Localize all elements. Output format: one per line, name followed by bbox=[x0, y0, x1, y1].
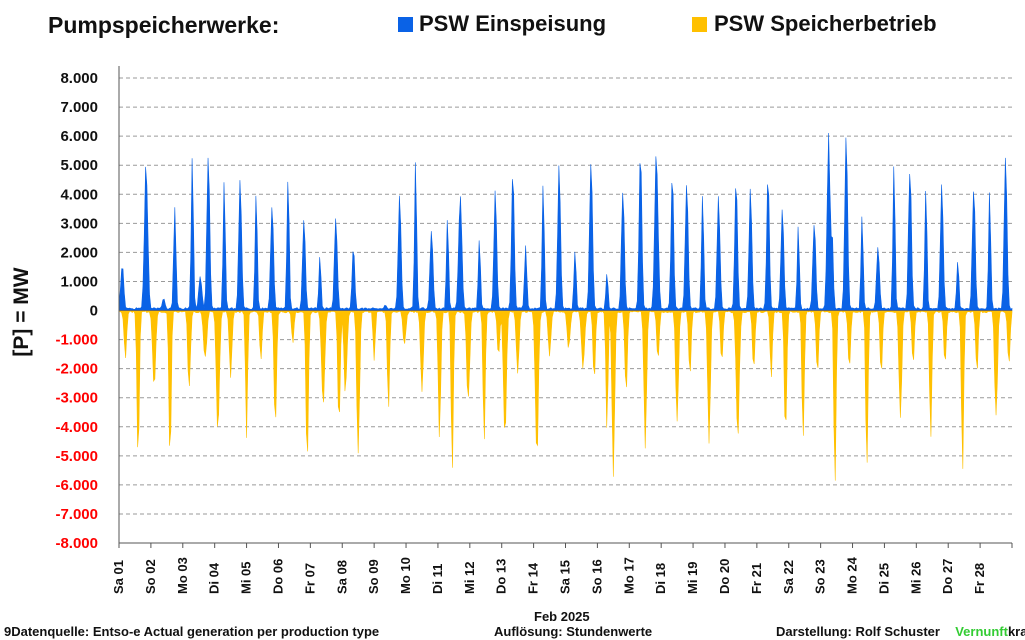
y-tick-label: 1.000 bbox=[60, 273, 98, 290]
x-tick-label: Sa 22 bbox=[781, 560, 796, 594]
x-tick-label: Mi 12 bbox=[462, 561, 477, 594]
x-tick-label: Mi 26 bbox=[908, 561, 923, 594]
legend-label-einspeisung: PSW Einspeisung bbox=[419, 11, 607, 36]
x-tick-label: Do 20 bbox=[717, 559, 732, 594]
x-axis-label: Feb 2025 bbox=[534, 609, 590, 624]
x-tick-label: So 02 bbox=[143, 559, 158, 594]
y-tick-label: 7.000 bbox=[60, 99, 98, 116]
x-tick-label: Mi 05 bbox=[239, 561, 254, 594]
y-tick-label: -3.000 bbox=[55, 390, 98, 407]
x-tick-label: Di 04 bbox=[207, 562, 222, 594]
area-einspeisung bbox=[118, 132, 1013, 311]
brand-logo-green: Vernunft bbox=[955, 624, 1008, 639]
y-axis-label: [P] = MW bbox=[10, 267, 33, 357]
x-tick-label: Fr 21 bbox=[749, 563, 764, 594]
chart-title: Pumpspeicherwerke: bbox=[48, 12, 280, 38]
y-tick-label: -2.000 bbox=[55, 361, 98, 378]
area-speicherbetrieb bbox=[118, 310, 1013, 481]
y-tick-label: 5.000 bbox=[60, 157, 98, 174]
legend-label-speicherbetrieb: PSW Speicherbetrieb bbox=[714, 11, 937, 36]
x-tick-label: Mo 10 bbox=[398, 557, 413, 594]
y-tick-label: -6.000 bbox=[55, 477, 98, 494]
x-tick-label: Do 06 bbox=[270, 559, 285, 594]
x-tick-label: Fr 14 bbox=[526, 562, 541, 594]
y-tick-label: -8.000 bbox=[55, 535, 98, 552]
x-tick-label: Do 13 bbox=[494, 559, 509, 594]
author-note: Darstellung: Rolf Schuster Vernunftkraft bbox=[776, 624, 1025, 639]
x-tick-label: Sa 08 bbox=[334, 560, 349, 594]
x-tick-label: Di 11 bbox=[430, 564, 445, 594]
y-tick-label: -1.000 bbox=[55, 332, 98, 349]
y-tick-label: -5.000 bbox=[55, 448, 98, 465]
legend-swatch-speicherbetrieb bbox=[692, 17, 707, 32]
y-tick-label: 3.000 bbox=[60, 215, 98, 232]
y-tick-label: -7.000 bbox=[55, 506, 98, 523]
author-label: Darstellung: Rolf Schuster bbox=[776, 624, 940, 639]
x-tick-label: Di 18 bbox=[653, 563, 668, 594]
source-note: 9Datenquelle: Entso-e Actual generation … bbox=[4, 624, 380, 639]
y-tick-label: -4.000 bbox=[55, 419, 98, 436]
x-tick-label: Mo 24 bbox=[845, 556, 860, 594]
x-tick-label: Di 25 bbox=[876, 563, 891, 594]
x-tick-label: So 09 bbox=[366, 559, 381, 594]
x-tick-label: Fr 07 bbox=[302, 563, 317, 594]
y-tick-label: 8.000 bbox=[60, 70, 98, 87]
x-tick-label: Sa 15 bbox=[558, 560, 573, 594]
x-tick-label: Mi 19 bbox=[685, 561, 700, 594]
y-tick-label: 2.000 bbox=[60, 244, 98, 261]
x-tick-label: Mo 03 bbox=[175, 557, 190, 594]
x-tick-label: Mo 17 bbox=[621, 557, 636, 594]
x-tick-label: Do 27 bbox=[940, 559, 955, 594]
y-tick-label: 4.000 bbox=[60, 186, 98, 203]
x-tick-label: So 16 bbox=[589, 559, 604, 594]
x-tick-label: Sa 01 bbox=[111, 560, 126, 594]
x-tick-label: So 23 bbox=[813, 559, 828, 594]
y-tick-label: 0 bbox=[90, 303, 98, 320]
brand-logo-black: kraft bbox=[1007, 624, 1025, 639]
resolution-note: Auflösung: Stundenwerte bbox=[494, 624, 653, 639]
legend-swatch-einspeisung bbox=[398, 17, 413, 32]
y-tick-label: 6.000 bbox=[60, 128, 98, 145]
x-tick-label: Fr 28 bbox=[972, 563, 987, 594]
